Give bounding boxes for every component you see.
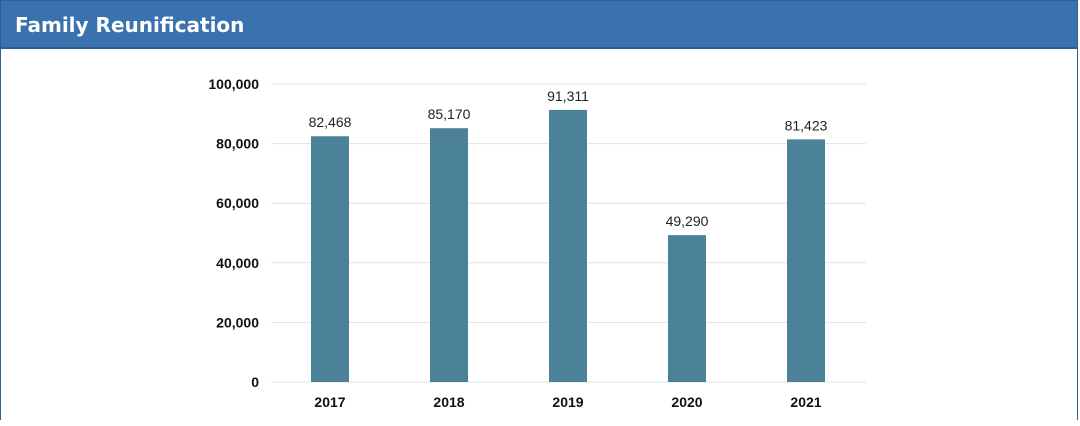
x-axis-ticks: 2017 2018 2019 2020 2021 — [314, 394, 821, 410]
chart-area: 82,468 85,170 91,311 49,290 81,423 0 20,000 40… — [1, 49, 1079, 421]
y-axis-ticks: 0 20,000 40,000 60,000 80,000 100,000 — [208, 76, 259, 390]
y-tick-label: 100,000 — [208, 76, 259, 92]
bars — [311, 109, 825, 382]
data-label-2017: 82,468 — [309, 114, 352, 130]
x-tick-label: 2018 — [433, 394, 464, 410]
data-labels: 82,468 85,170 91,311 49,290 81,423 — [309, 88, 828, 229]
y-tick-label: 20,000 — [216, 314, 259, 330]
bar-2021 — [787, 139, 825, 382]
data-label-2021: 81,423 — [785, 117, 828, 133]
data-label-2020: 49,290 — [666, 213, 709, 229]
y-tick-label: 0 — [251, 374, 259, 390]
bar-2017 — [311, 136, 349, 382]
bar-chart: 82,468 85,170 91,311 49,290 81,423 0 20,000 40… — [208, 76, 866, 410]
x-tick-label: 2017 — [314, 394, 345, 410]
panel-header: Family Reunification — [1, 1, 1077, 49]
x-tick-label: 2020 — [671, 394, 702, 410]
y-tick-label: 40,000 — [216, 255, 259, 271]
data-label-2018: 85,170 — [428, 106, 471, 122]
y-tick-label: 60,000 — [216, 195, 259, 211]
bar-2020 — [668, 235, 706, 382]
data-label-2019: 91,311 — [547, 88, 589, 104]
bar-2018 — [430, 128, 468, 382]
bar-2019 — [549, 109, 587, 382]
x-tick-label: 2019 — [552, 394, 583, 410]
panel-title: Family Reunification — [15, 13, 245, 37]
y-tick-label: 80,000 — [216, 136, 259, 152]
x-tick-label: 2021 — [790, 394, 821, 410]
